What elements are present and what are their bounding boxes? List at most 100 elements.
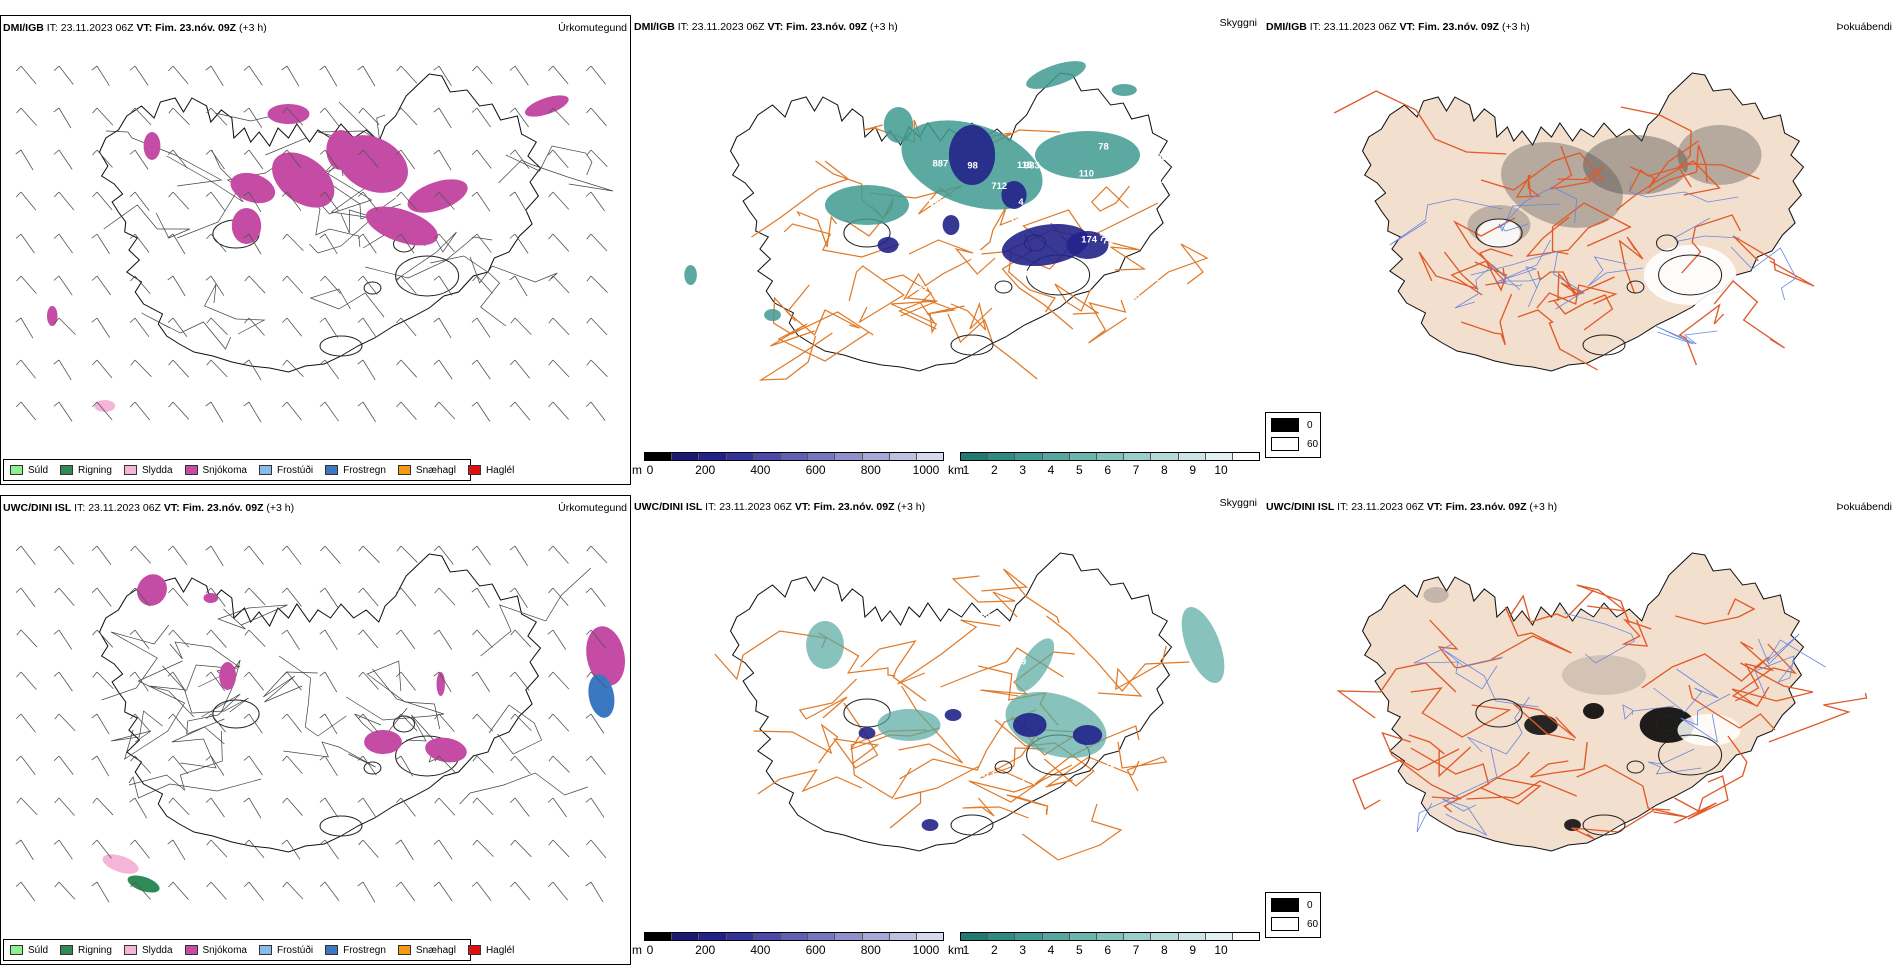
- wind-barb: [167, 149, 188, 169]
- panel-title: Þokuábendi: [1836, 501, 1892, 513]
- wind-barb: [53, 839, 73, 860]
- road-line: [128, 730, 223, 792]
- road-line: [772, 296, 874, 336]
- wind-barb: [548, 545, 569, 564]
- colorbar-tick: 4: [1047, 943, 1055, 957]
- road-line: [1618, 236, 1644, 294]
- wind-barb: [205, 671, 226, 692]
- wind-barb: [167, 317, 188, 338]
- fog-legend-swatch: [1271, 418, 1299, 432]
- wind-barb: [168, 797, 190, 816]
- wind-barb: [243, 881, 264, 901]
- wind-barb: [244, 275, 266, 294]
- snow-area: [203, 593, 219, 603]
- legend-item: Frostregn: [325, 465, 386, 476]
- height-label: 80: [1130, 293, 1141, 303]
- colorbar-tick: 400: [750, 463, 771, 477]
- road-line: [124, 660, 186, 760]
- panel-header: UWC/DINI ISL IT: 23.11.2023 06Z VT: Fim.…: [1266, 501, 1557, 513]
- road-line: [883, 274, 936, 325]
- road-line: [757, 769, 863, 795]
- snow-area: [219, 662, 236, 690]
- road-line: [1647, 748, 1702, 775]
- road-line: [110, 710, 163, 743]
- colorbar-tick: 5: [1075, 463, 1083, 477]
- glacier-outline: [1582, 334, 1626, 356]
- wind-barb: [281, 149, 302, 169]
- colorbar-cell: [1232, 453, 1260, 460]
- wind-barb: [586, 671, 608, 689]
- wind-barb: [319, 401, 339, 422]
- road-line: [1731, 662, 1814, 707]
- colorbar-tick: 600: [805, 463, 826, 477]
- road-line: [818, 632, 896, 677]
- wind-barb: [357, 401, 376, 422]
- snow-area: [364, 730, 402, 754]
- glacier-outline: [1658, 734, 1723, 776]
- colorbar-tick: 2: [990, 463, 998, 477]
- road-line: [860, 640, 927, 702]
- road-line: [889, 765, 980, 829]
- wind-barb: [205, 797, 225, 818]
- height-label: 128: [1024, 607, 1040, 617]
- precip-type-panel-top: DMI/IGB IT: 23.11.2023 06Z VT: Fim. 23.n…: [0, 15, 631, 485]
- road-line: [283, 741, 376, 768]
- road-line: [101, 624, 170, 701]
- wind-barb: [396, 65, 418, 84]
- wind-barb: [54, 587, 75, 607]
- wind-barb: [54, 191, 75, 211]
- road-line: [1413, 643, 1498, 690]
- colorbar-cell: [753, 453, 781, 460]
- cloud-base-area: [942, 215, 960, 235]
- road-line: [1006, 794, 1049, 816]
- iceland-land: [1361, 552, 1805, 852]
- wind-barb: [472, 275, 493, 294]
- vt-label: VT:: [163, 502, 180, 514]
- wind-barb: [510, 755, 531, 774]
- colorbar-cell: [961, 933, 989, 940]
- wind-barb: [434, 797, 456, 816]
- legend-swatch: [184, 465, 198, 475]
- wind-barb: [15, 233, 35, 254]
- height-label: 113: [980, 769, 995, 779]
- colorbar-cell: [988, 453, 1016, 460]
- fog-area: [1583, 135, 1688, 195]
- road-line: [1480, 152, 1605, 191]
- wind-barb: [358, 671, 379, 690]
- height-label: 79: [1099, 233, 1110, 243]
- colorbar-cell: [862, 933, 890, 940]
- visibility-area: [764, 309, 781, 321]
- road-line: [141, 312, 232, 350]
- road-line: [1133, 243, 1209, 301]
- height-label: 98: [967, 161, 978, 171]
- legend-swatch: [467, 945, 481, 955]
- fog-legend-row: 60: [1271, 437, 1320, 451]
- wind-barb: [510, 839, 532, 858]
- wind-barb: [281, 671, 302, 691]
- wind-barb: [585, 713, 605, 734]
- vt-label: VT:: [1426, 501, 1443, 513]
- wind-barb: [433, 65, 452, 87]
- wind-barb: [130, 107, 152, 126]
- panel-header: UWC/DINI ISL IT: 23.11.2023 06Z VT: Fim.…: [3, 502, 294, 514]
- wind-barb: [548, 401, 569, 420]
- colorbar-cell: [889, 453, 917, 460]
- road-line: [950, 301, 993, 331]
- wind-barb: [396, 275, 417, 294]
- road-line: [1389, 198, 1503, 246]
- colorbar-cell: [1042, 933, 1070, 940]
- legend-label: Snjókoma: [202, 944, 247, 956]
- wind-barb: [396, 359, 418, 378]
- wind-barb: [548, 881, 569, 901]
- colorbar-tick: 600: [805, 943, 826, 957]
- visibility-area: [1111, 84, 1137, 96]
- wind-barb: [396, 107, 418, 126]
- map-precip-type: [15, 545, 625, 903]
- wind-barb: [92, 671, 114, 690]
- road-line: [751, 160, 850, 238]
- colorbar-cells: [960, 932, 1260, 941]
- wind-barb: [510, 317, 532, 336]
- vt-label: VT:: [794, 501, 811, 513]
- road-line: [1336, 662, 1457, 719]
- road-line: [796, 210, 838, 248]
